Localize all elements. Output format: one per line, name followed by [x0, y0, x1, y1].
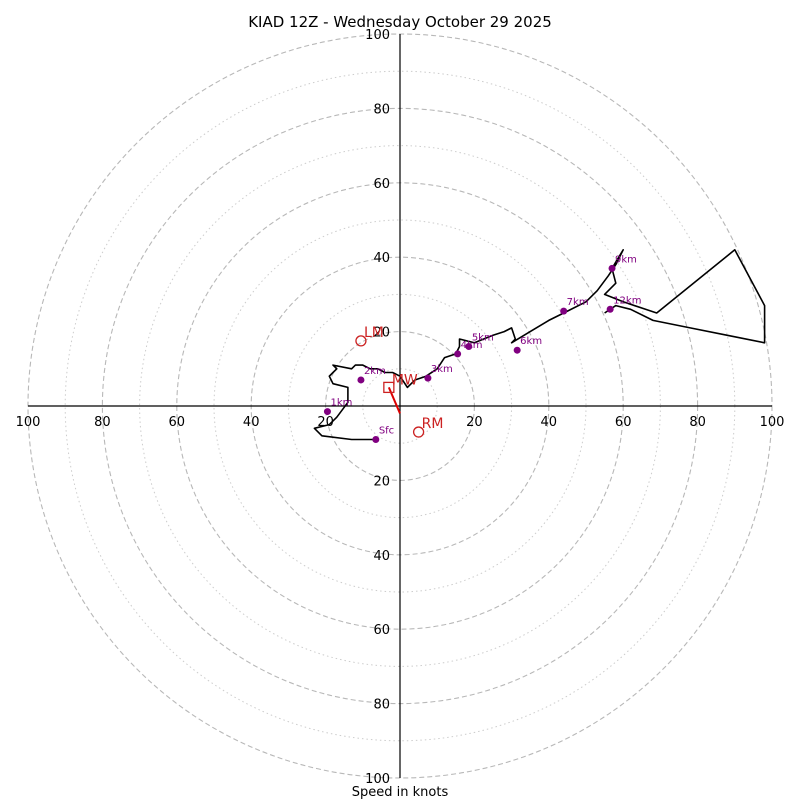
height-marker-label: 7km [567, 297, 589, 308]
storm-motion-markers: LM RM MW [355, 325, 444, 438]
height-marker-dot [608, 264, 616, 272]
height-marker-label: 12km [613, 295, 641, 306]
x-tick-label: 20 [466, 415, 483, 430]
y-tick-label: 20 [373, 326, 390, 341]
height-marker-dot [606, 305, 614, 313]
height-marker-dot [560, 307, 568, 315]
height-marker-dot [357, 376, 365, 384]
height-marker-label: 3km [431, 364, 453, 375]
x-tick-label: 40 [541, 415, 558, 430]
x-tick-label: 80 [94, 415, 111, 430]
height-marker-dot [513, 346, 521, 354]
y-tick-label: 60 [373, 177, 390, 192]
chart-title: KIAD 12Z - Wednesday October 29 2025 [248, 13, 552, 31]
y-tick-label: 80 [373, 698, 390, 713]
mw-marker [383, 381, 395, 394]
height-marker-label: Sfc [379, 425, 394, 436]
x-tick-label: 80 [689, 415, 706, 430]
x-tick-label: 100 [760, 415, 785, 430]
rm-marker [412, 426, 425, 438]
mean-wind-vector [387, 387, 401, 414]
y-tick-label: 60 [373, 623, 390, 638]
height-marker-dot [454, 350, 462, 358]
y-tick-label: 40 [373, 549, 390, 564]
x-tick-label: 60 [169, 415, 186, 430]
hodograph-trace [313, 249, 766, 441]
y-tick-label: 80 [373, 102, 390, 117]
x-tick-label: 60 [615, 415, 632, 430]
x-axis-label: Speed in knots [352, 785, 449, 800]
y-tick-label: 20 [373, 474, 390, 489]
height-marker-label: 6km [520, 336, 542, 347]
height-marker-label: 2km [364, 366, 386, 377]
y-tick-label: 100 [365, 772, 390, 787]
height-marker-dot [465, 342, 473, 350]
height-marker-dot [323, 408, 331, 416]
x-tick-label: 100 [16, 415, 41, 430]
tick-labels: 100 80 60 40 20 20 40 60 80 100100806040202040608… [16, 28, 785, 787]
mw-label: MW [392, 372, 418, 388]
height-marker-label: 5km [472, 332, 494, 343]
height-marker-label: 1km [330, 398, 352, 409]
lm-label: LM [364, 325, 384, 341]
x-tick-label: 40 [243, 415, 260, 430]
height-marker-dot [372, 435, 380, 443]
height-marker-dot [424, 374, 432, 382]
height-markers: Sfc1km2km3km4km5km6km7km9km12km [323, 254, 641, 443]
height-marker-label: 9km [615, 254, 637, 265]
rm-label: RM [422, 416, 444, 432]
y-tick-label: 100 [365, 28, 390, 43]
y-tick-label: 40 [373, 251, 390, 266]
lm-marker [355, 335, 367, 347]
